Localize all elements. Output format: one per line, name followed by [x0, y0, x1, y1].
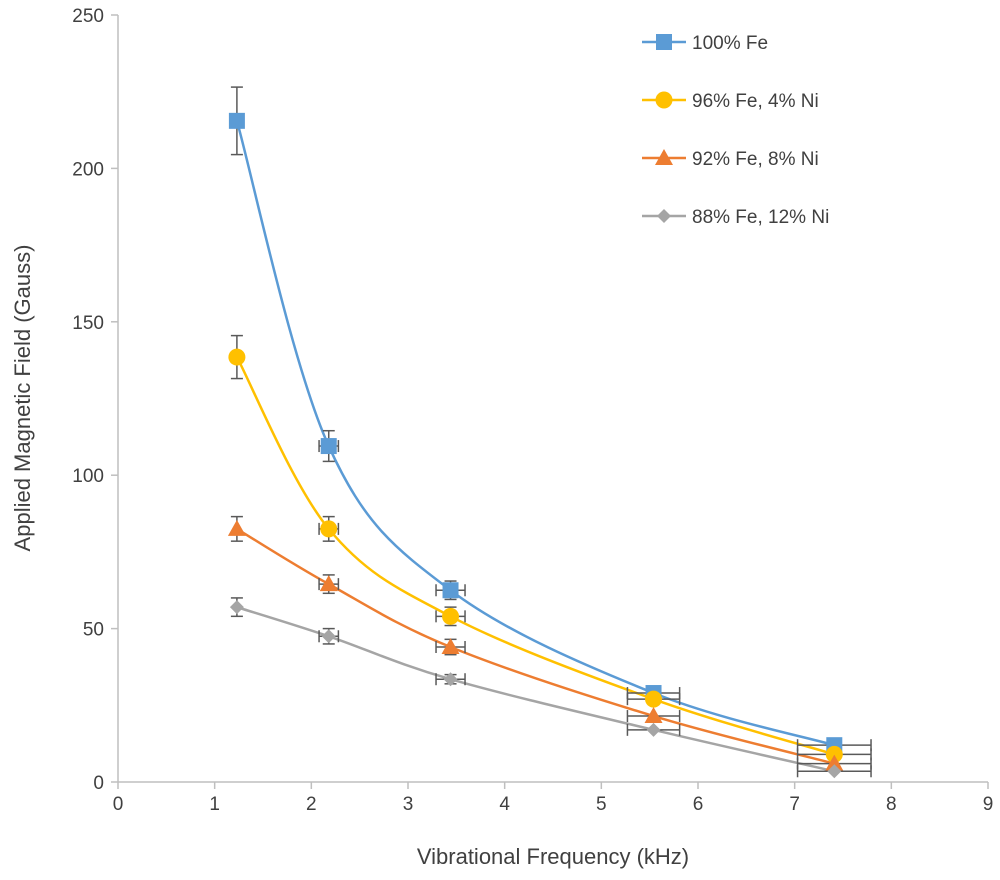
x-tick-label: 7 [789, 794, 800, 815]
data-point-1 [320, 520, 338, 538]
series-line-1 [235, 356, 835, 756]
y-tick-label: 250 [72, 6, 104, 27]
data-point-2 [441, 638, 460, 655]
data-point-3 [321, 629, 336, 644]
x-tick-label: 4 [499, 794, 510, 815]
legend-label-0: 100% Fe [692, 33, 768, 54]
data-point-2 [319, 575, 338, 592]
data-point-0 [228, 112, 245, 129]
data-point-3 [827, 764, 842, 779]
x-tick-label: 6 [693, 794, 704, 815]
data-point-1 [825, 745, 843, 763]
y-axis-label: Applied Magnetic Field (Gauss) [10, 245, 35, 552]
y-tick-label: 100 [72, 466, 104, 487]
data-point-2 [644, 707, 663, 724]
legend-marker-1 [655, 91, 673, 109]
legend-label-1: 96% Fe, 4% Ni [692, 91, 819, 112]
legend-label-2: 92% Fe, 8% Ni [692, 149, 819, 170]
data-point-1 [442, 607, 460, 625]
y-tick-label: 150 [72, 313, 104, 334]
legend-label-3: 88% Fe, 12% Ni [692, 207, 829, 228]
x-tick-label: 2 [306, 794, 317, 815]
series-line-2 [236, 527, 835, 765]
x-tick-label: 5 [596, 794, 607, 815]
x-tick-label: 9 [983, 794, 994, 815]
data-point-0 [320, 438, 337, 455]
x-axis-label: Vibrational Frequency (kHz) [417, 844, 689, 869]
y-tick-label: 200 [72, 159, 104, 180]
series-line-3 [236, 605, 835, 773]
legend-marker-2 [655, 149, 673, 165]
legend-marker-3 [657, 209, 671, 223]
x-tick-label: 3 [403, 794, 414, 815]
data-point-2 [227, 519, 246, 536]
data-point-3 [646, 722, 661, 737]
y-tick-label: 0 [93, 773, 104, 794]
data-point-1 [228, 348, 246, 366]
data-point-0 [442, 582, 459, 599]
y-tick-label: 50 [83, 620, 104, 641]
x-tick-label: 0 [113, 794, 124, 815]
x-tick-label: 1 [209, 794, 220, 815]
data-point-3 [229, 600, 244, 615]
legend-marker-0 [656, 34, 672, 50]
x-tick-label: 8 [886, 794, 897, 815]
data-point-2 [825, 754, 844, 771]
data-point-3 [443, 672, 458, 687]
data-point-1 [645, 690, 663, 708]
